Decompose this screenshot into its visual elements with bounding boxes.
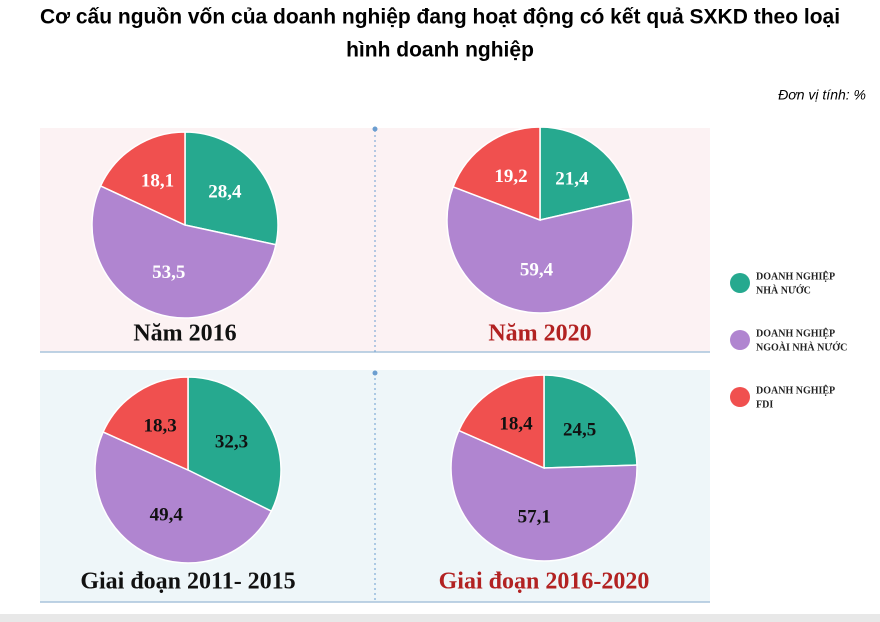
pie-slice bbox=[187, 376, 282, 513]
legend-marker bbox=[730, 273, 750, 293]
unit-note: Đơn vị tính: % bbox=[778, 87, 866, 103]
legend-label: NHÀ NƯỚC bbox=[756, 284, 811, 296]
pie-slice bbox=[539, 126, 632, 221]
pie-title: Giai đoạn 2011- 2015 bbox=[80, 569, 295, 595]
title: Cơ cấu nguồn vốn của doanh nghiệp đang h… bbox=[40, 6, 840, 29]
pie-slice bbox=[446, 185, 634, 314]
pie-slice bbox=[184, 131, 279, 246]
pie-title: Năm 2020 bbox=[488, 321, 591, 347]
pie-slice bbox=[99, 131, 186, 227]
footer-bar bbox=[0, 614, 880, 622]
legend-label: NGOÀI NHÀ NƯỚC bbox=[756, 341, 847, 353]
legend-label: FDI bbox=[756, 399, 773, 410]
pie-title: Năm 2016 bbox=[133, 321, 236, 347]
value-label: 18,1 bbox=[141, 170, 174, 191]
value-label: 24,5 bbox=[563, 420, 596, 441]
pie-slice bbox=[457, 374, 545, 470]
legend-marker bbox=[730, 330, 750, 350]
value-label: 57,1 bbox=[518, 507, 551, 528]
pie-slice bbox=[91, 184, 277, 319]
value-label: 49,4 bbox=[150, 505, 184, 526]
legend-label: DOANH NGHIỆP bbox=[756, 326, 835, 339]
value-label: 28,4 bbox=[208, 181, 242, 202]
legend-label: DOANH NGHIỆP bbox=[756, 269, 835, 282]
pie-title: Giai đoạn 2016-2020 bbox=[439, 569, 650, 595]
pie-slice bbox=[450, 429, 638, 562]
value-label: 53,5 bbox=[152, 262, 185, 283]
value-label: 18,4 bbox=[499, 414, 533, 435]
value-label: 32,3 bbox=[215, 431, 248, 452]
dot bbox=[372, 126, 378, 132]
value-label: 21,4 bbox=[555, 168, 589, 189]
legend-label: DOANH NGHIỆP bbox=[756, 383, 835, 396]
pie-slice bbox=[94, 431, 273, 564]
pie-slice bbox=[452, 126, 541, 222]
pie-slice bbox=[543, 374, 638, 469]
value-label: 59,4 bbox=[520, 259, 554, 280]
title: hình doanh nghiệp bbox=[346, 39, 534, 62]
pie-slice bbox=[102, 376, 189, 472]
value-label: 18,3 bbox=[144, 415, 177, 436]
value-label: 19,2 bbox=[494, 166, 527, 187]
legend-marker bbox=[730, 387, 750, 407]
dot bbox=[372, 370, 378, 376]
